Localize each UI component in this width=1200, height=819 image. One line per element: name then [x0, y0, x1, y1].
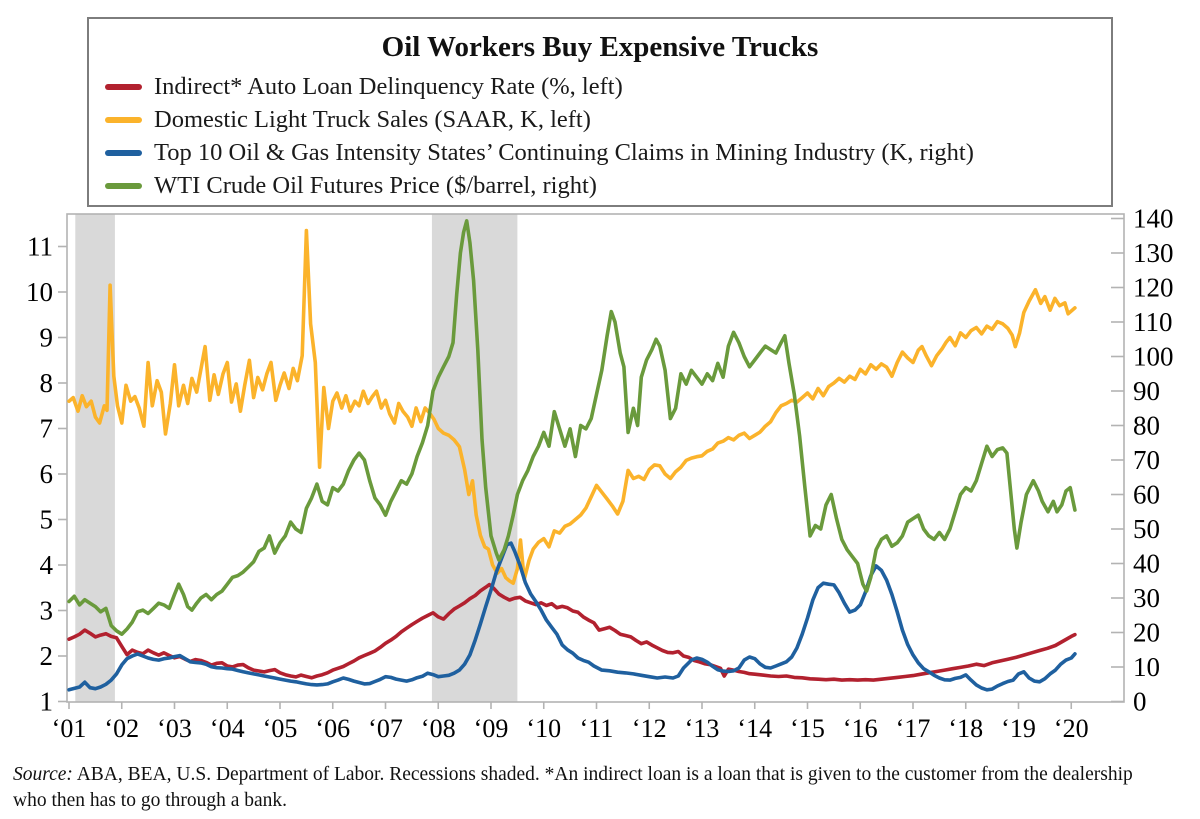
axis-ticks [58, 217, 1124, 709]
x-axis-tick-label: ‘12 [632, 714, 667, 743]
source-line-1: Source: ABA, BEA, U.S. Department of Lab… [13, 762, 1193, 788]
right-axis-tick-label: 40 [1133, 549, 1160, 579]
left-axis-tick-label: 11 [27, 232, 53, 262]
x-axis-tick-label: ‘05 [263, 714, 298, 743]
left-axis-tick-label: 2 [40, 641, 54, 671]
left-axis-tick-label: 5 [40, 505, 54, 535]
right-axis-tick-label: 130 [1133, 238, 1174, 268]
x-axis-tick-label: ‘13 [685, 714, 720, 743]
series-line-continuing-claims [67, 541, 1077, 692]
legend-swatch-red-icon [105, 83, 142, 90]
plot-border [66, 213, 1125, 703]
x-axis-tick-label: ‘04 [210, 714, 245, 743]
source-prefix: Source: [13, 764, 73, 785]
legend-label: Top 10 Oil & Gas Intensity States’ Conti… [154, 138, 974, 166]
x-axis-tick-label: ‘03 [157, 714, 192, 743]
legend-swatch-green-icon [105, 182, 142, 189]
legend-item-continuing-claims: Top 10 Oil & Gas Intensity States’ Conti… [89, 136, 1111, 169]
x-axis-tick-label: ‘01 [52, 714, 87, 743]
right-axis-tick-label: 30 [1133, 583, 1160, 613]
legend-item-truck-sales: Domestic Light Truck Sales (SAAR, K, lef… [89, 103, 1111, 136]
right-axis-tick-label: 110 [1133, 307, 1173, 337]
x-axis-tick-label: ‘16 [843, 714, 878, 743]
x-axis-tick-label: ‘10 [526, 714, 561, 743]
left-axis-tick-label: 8 [40, 368, 54, 398]
x-axis-tick-label: ‘17 [896, 714, 931, 743]
right-axis-tick-label: 0 [1133, 687, 1147, 717]
series-lines [67, 219, 1077, 692]
right-axis-tick-label: 70 [1133, 445, 1160, 475]
recession-bands [75, 214, 518, 702]
legend-rows: Indirect* Auto Loan Delinquency Rate (%,… [89, 70, 1111, 202]
x-axis-tick-label: ‘02 [104, 714, 139, 743]
right-axis-tick-label: 80 [1133, 411, 1160, 441]
x-axis-tick-label: ‘18 [948, 714, 983, 743]
left-axis-tick-label: 3 [40, 596, 54, 626]
left-axis-tick-label: 9 [40, 323, 54, 353]
left-axis-tick-label: 7 [40, 414, 54, 444]
axis-tick-labels: 1234567891011010203040506070809010011012… [26, 204, 1174, 744]
left-axis-tick-label: 4 [40, 550, 54, 580]
legend-box: Oil Workers Buy Expensive Trucks Indirec… [87, 17, 1113, 207]
legend-label: Domestic Light Truck Sales (SAAR, K, lef… [154, 105, 591, 133]
left-axis-tick-label: 1 [40, 687, 54, 717]
series-line-delinquency [67, 582, 1077, 682]
source-text: ABA, BEA, U.S. Department of Labor. Rece… [72, 764, 1133, 785]
legend-swatch-yellow-icon [105, 116, 142, 123]
legend-item-delinquency: Indirect* Auto Loan Delinquency Rate (%,… [89, 70, 1111, 103]
plot-frame [66, 213, 1125, 703]
x-axis-tick-label: ‘15 [790, 714, 825, 743]
right-axis-tick-label: 60 [1133, 480, 1160, 510]
right-axis-tick-label: 50 [1133, 514, 1160, 544]
x-axis-tick-label: ‘19 [1001, 714, 1036, 743]
series-line-wti [67, 219, 1077, 637]
right-axis-tick-label: 20 [1133, 618, 1160, 648]
legend-item-wti: WTI Crude Oil Futures Price ($/barrel, r… [89, 169, 1111, 202]
chart-title: Oil Workers Buy Expensive Trucks [381, 31, 819, 63]
right-axis-tick-label: 90 [1133, 376, 1160, 406]
right-axis-tick-label: 140 [1133, 204, 1174, 234]
right-axis-tick-label: 120 [1133, 273, 1174, 303]
right-axis-tick-label: 100 [1133, 342, 1174, 372]
x-axis-tick-label: ‘09 [474, 714, 509, 743]
legend-label: WTI Crude Oil Futures Price ($/barrel, r… [154, 171, 597, 199]
right-axis-tick-label: 10 [1133, 652, 1160, 682]
x-axis-tick-label: ‘06 [315, 714, 350, 743]
x-axis-tick-label: ‘08 [421, 714, 456, 743]
x-axis-tick-label: ‘20 [1054, 714, 1089, 743]
source-note: Source: ABA, BEA, U.S. Department of Lab… [13, 762, 1193, 814]
series-line-truck-sales [67, 228, 1077, 586]
x-axis-tick-label: ‘14 [737, 714, 772, 743]
x-axis-tick-label: ‘07 [368, 714, 403, 743]
left-axis-tick-label: 10 [26, 277, 53, 307]
source-line-2: who then has to go through a bank. [13, 790, 288, 811]
x-axis-tick-label: ‘11 [580, 714, 614, 743]
left-axis-tick-label: 6 [40, 459, 54, 489]
legend-swatch-blue-icon [105, 149, 142, 156]
legend-label: Indirect* Auto Loan Delinquency Rate (%,… [154, 72, 623, 100]
